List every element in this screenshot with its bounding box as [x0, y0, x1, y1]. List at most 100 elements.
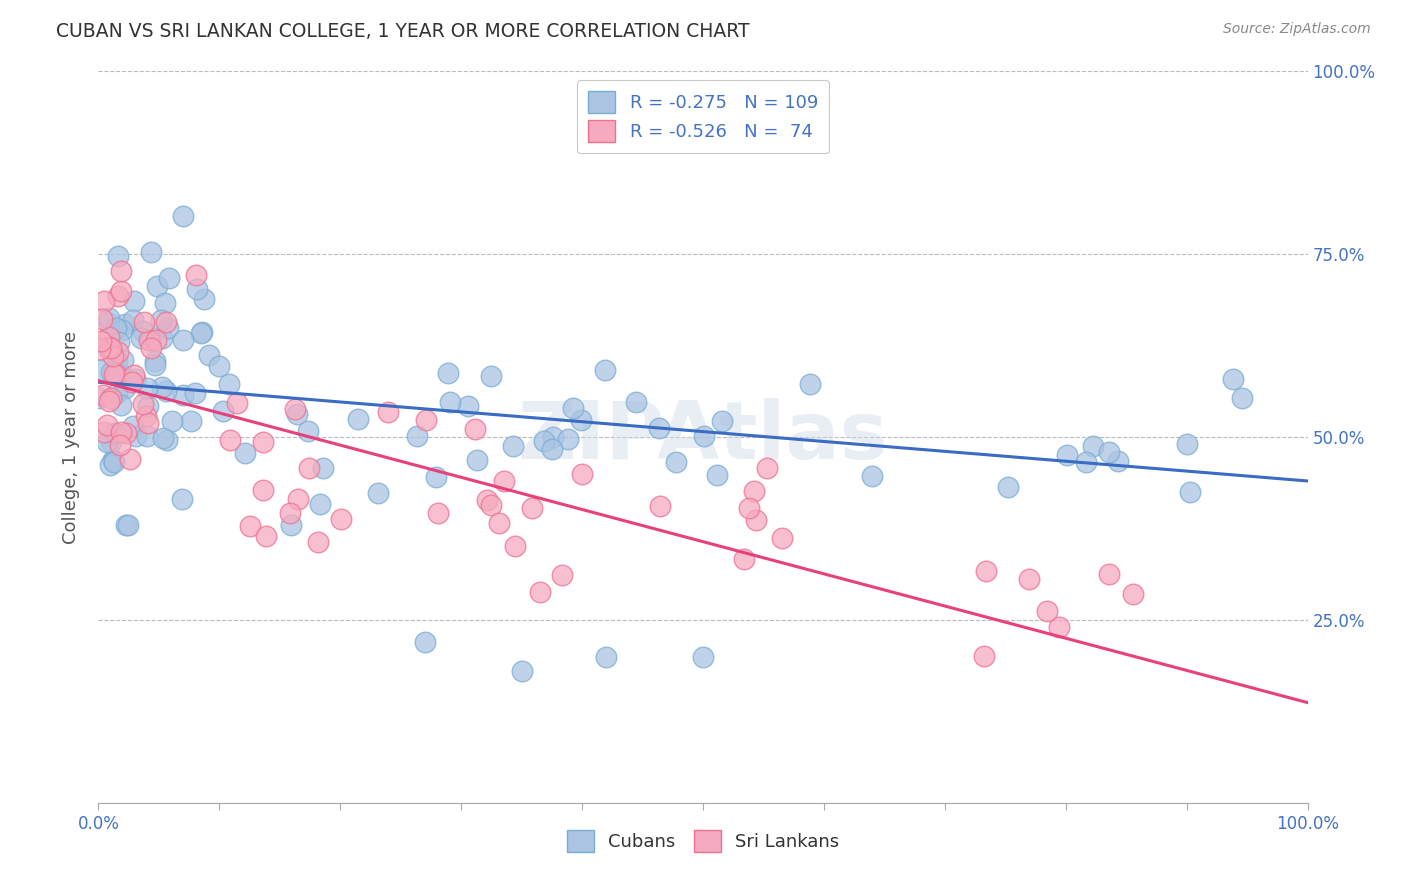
Point [593, 363, 616, 377]
Point [297, 460, 319, 475]
Point [93, 425, 115, 439]
Point [464, 422, 486, 436]
Point [190, 326, 212, 341]
Point [139, 341, 162, 355]
Point [505, 539, 527, 553]
Point [150, 312, 173, 326]
Point [1076, 455, 1098, 469]
Point [139, 333, 162, 347]
Point [533, 434, 555, 448]
Point [143, 358, 166, 372]
Y-axis label: College, 1 year or more: College, 1 year or more [62, 331, 80, 543]
Point [208, 359, 231, 373]
Point [100, 434, 122, 449]
Point [89, 342, 111, 356]
Point [218, 376, 240, 391]
Point [184, 385, 207, 400]
Point [172, 388, 194, 402]
Point [103, 367, 125, 381]
Point [97, 311, 120, 326]
Point [101, 453, 124, 467]
Point [367, 486, 389, 500]
Point [733, 552, 755, 566]
Point [98, 330, 121, 344]
Point [1098, 444, 1121, 458]
Point [150, 331, 173, 345]
Point [693, 429, 716, 443]
Point [90, 363, 112, 377]
Point [98, 342, 121, 356]
Point [129, 331, 152, 345]
Point [492, 474, 515, 488]
Point [186, 268, 208, 282]
Point [110, 264, 132, 278]
Point [626, 394, 648, 409]
Point [595, 649, 617, 664]
Point [124, 371, 146, 385]
Point [110, 425, 132, 440]
Point [172, 333, 194, 347]
Point [170, 491, 193, 506]
Point [212, 404, 235, 418]
Point [110, 398, 132, 412]
Point [152, 431, 174, 445]
Point [742, 483, 765, 498]
Point [111, 323, 134, 337]
Point [1222, 371, 1244, 385]
Point [1056, 448, 1078, 462]
Point [239, 518, 262, 533]
Point [190, 325, 212, 339]
Point [87, 391, 110, 405]
Point [136, 429, 159, 443]
Point [973, 648, 995, 663]
Point [136, 399, 159, 413]
Point [541, 430, 564, 444]
Point [105, 321, 128, 335]
Point [132, 315, 155, 329]
Point [571, 467, 593, 482]
Point [1180, 485, 1202, 500]
Point [755, 460, 778, 475]
Point [135, 409, 157, 423]
Point [1081, 439, 1104, 453]
Point [280, 518, 302, 533]
Point [219, 433, 242, 447]
Point [974, 564, 997, 578]
Point [97, 393, 120, 408]
Point [457, 400, 479, 414]
Point [710, 414, 733, 428]
Point [520, 501, 543, 516]
Point [692, 649, 714, 664]
Point [193, 292, 215, 306]
Point [278, 506, 301, 520]
Point [90, 312, 112, 326]
Point [745, 513, 768, 527]
Point [1230, 391, 1253, 405]
Point [159, 271, 181, 285]
Point [104, 368, 127, 382]
Text: Source: ZipAtlas.com: Source: ZipAtlas.com [1223, 22, 1371, 37]
Point [121, 418, 143, 433]
Point [122, 294, 145, 309]
Point [132, 324, 155, 338]
Point [860, 468, 883, 483]
Point [100, 391, 122, 405]
Point [427, 506, 450, 520]
Point [252, 483, 274, 497]
Point [105, 386, 128, 401]
Point [475, 493, 498, 508]
Point [479, 498, 502, 512]
Point [284, 401, 307, 416]
Point [150, 380, 173, 394]
Point [107, 249, 129, 263]
Point [121, 313, 143, 327]
Point [1098, 567, 1121, 582]
Point [1036, 605, 1059, 619]
Point [529, 585, 551, 599]
Point [100, 458, 122, 472]
Point [502, 439, 524, 453]
Point [425, 470, 447, 484]
Point [488, 516, 510, 531]
Point [297, 424, 319, 438]
Point [569, 413, 592, 427]
